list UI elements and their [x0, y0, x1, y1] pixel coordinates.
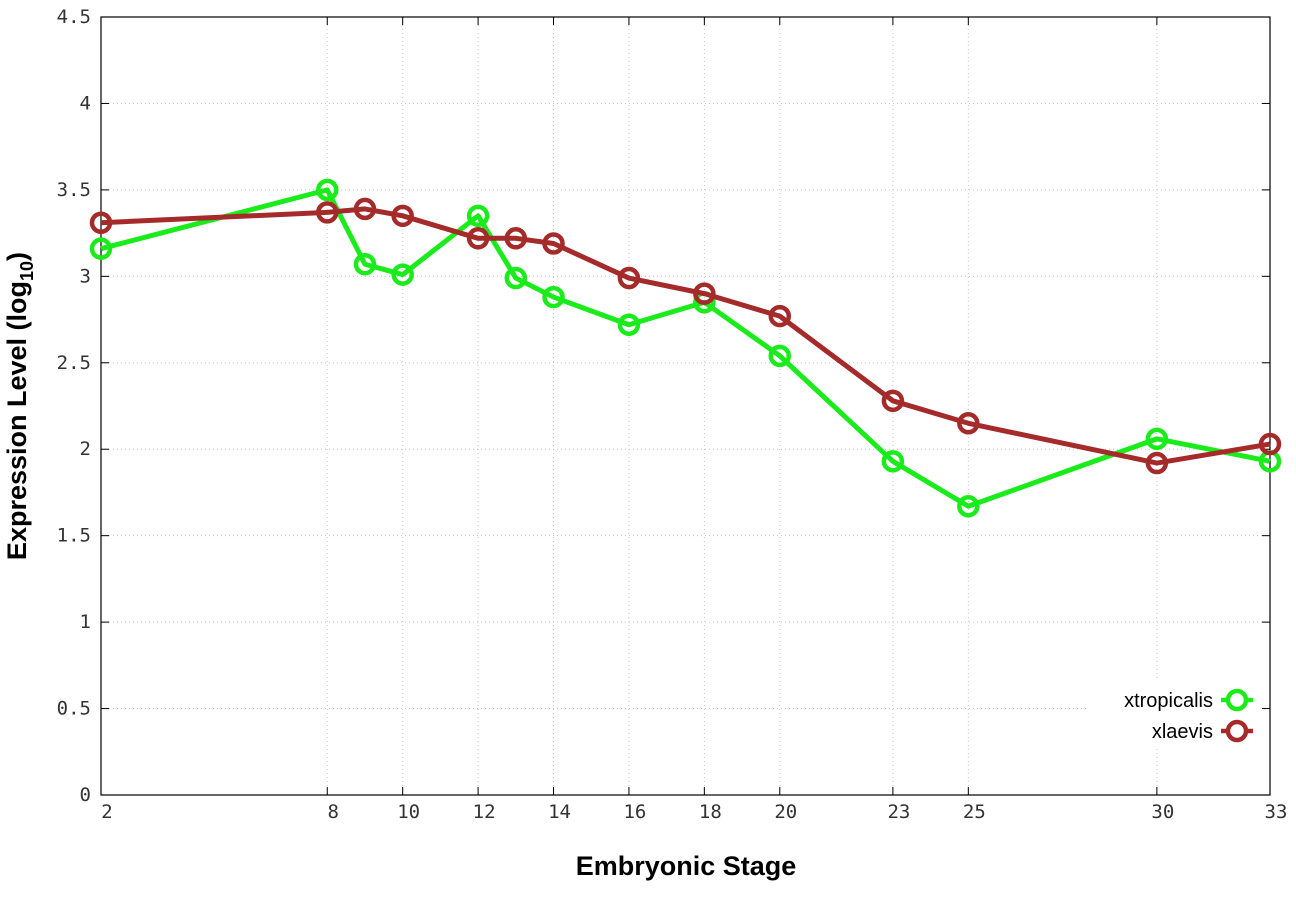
data-point-xlaevis: [353, 197, 377, 221]
legend-marker-xlaevis: [1225, 719, 1249, 743]
data-point-xlaevis: [768, 304, 792, 328]
y-tick-label: 1.5: [57, 525, 91, 547]
data-point-xtropicalis: [353, 252, 377, 276]
y-axis-title-main: Expression Level (log: [2, 281, 32, 560]
x-tick-label: 18: [699, 801, 722, 823]
y-tick-label: 0.5: [57, 698, 91, 720]
y-tick-label: 2.5: [57, 352, 91, 374]
y-tick-label: 4: [80, 92, 91, 114]
axis-ticks: 0 0.5 1 1.5 2 2.5 3 3.5 4 4.5 2 8 10 12 14 16 18 20 23 25 30…: [57, 6, 1288, 823]
x-tick-label: 20: [774, 801, 797, 823]
data-point-xtropicalis: [316, 178, 339, 202]
y-tick-label: 4.5: [57, 6, 91, 28]
data-point-xtropicalis: [542, 285, 565, 309]
data-point-xlaevis: [391, 204, 414, 228]
data-point-xlaevis: [542, 232, 565, 255]
legend-item-xtropicalis: xtropicalis: [1124, 688, 1253, 712]
data-point-xlaevis: [89, 211, 113, 234]
plot-frame: [100, 16, 1271, 796]
x-tick-label: 12: [473, 801, 496, 823]
x-tick-label: 16: [623, 801, 646, 823]
x-tick-label: 33: [1265, 801, 1288, 823]
y-tick-label: 3.5: [57, 179, 91, 201]
x-tick-label: 10: [397, 801, 420, 823]
x-tick-label: 14: [548, 801, 571, 823]
x-tick-label: 23: [887, 801, 910, 823]
data-point-xlaevis: [504, 227, 528, 250]
series-line-xlaevis: [100, 206, 1271, 466]
x-tick-label: 8: [328, 801, 339, 823]
x-tick-label: 30: [1151, 801, 1174, 823]
data-point-xlaevis: [466, 227, 490, 250]
data-point-xtropicalis: [881, 450, 905, 473]
y-axis-title: Expression Level (log10): [2, 252, 37, 560]
legend-item-xlaevis: xlaevis: [1152, 719, 1253, 743]
legend-label-xlaevis: xlaevis: [1152, 721, 1213, 743]
legend: xtropicalis xlaevis: [1086, 680, 1262, 748]
data-point-xtropicalis: [1145, 427, 1169, 451]
y-axis-title-subscript: 10: [17, 261, 37, 281]
data-point-xtropicalis: [89, 237, 113, 260]
data-point-xtropicalis: [617, 313, 641, 336]
data-point-xtropicalis: [768, 344, 792, 368]
data-point-xtropicalis: [957, 495, 980, 518]
y-tick-label: 1: [80, 611, 91, 633]
x-tick-label: 25: [963, 801, 986, 823]
x-axis-title: Embryonic Stage: [576, 851, 797, 881]
y-tick-label: 3: [80, 265, 91, 287]
series-layer: [89, 178, 1282, 518]
data-point-xlaevis: [693, 282, 716, 305]
data-point-xtropicalis: [504, 266, 528, 290]
legend-marker-xtropicalis: [1225, 688, 1249, 712]
y-tick-label: 0: [80, 784, 91, 806]
data-point-xlaevis: [881, 389, 905, 413]
grid-lines: [101, 17, 1270, 795]
legend-label-xtropicalis: xtropicalis: [1124, 690, 1213, 712]
series-xtropicalis: [89, 178, 1282, 518]
data-point-xlaevis: [957, 412, 980, 435]
data-point-xlaevis: [1145, 451, 1169, 475]
y-tick-label: 2: [80, 438, 91, 460]
y-axis-title-close: ): [2, 252, 32, 261]
data-point-xlaevis: [617, 266, 641, 290]
series-line-xtropicalis: [100, 187, 1271, 509]
data-point-xlaevis: [316, 201, 339, 224]
data-point-xtropicalis: [391, 263, 414, 286]
data-point-xtropicalis: [466, 204, 490, 228]
x-tick-label: 2: [101, 801, 112, 823]
data-point-xlaevis: [1258, 432, 1282, 456]
series-xlaevis: [89, 197, 1282, 475]
